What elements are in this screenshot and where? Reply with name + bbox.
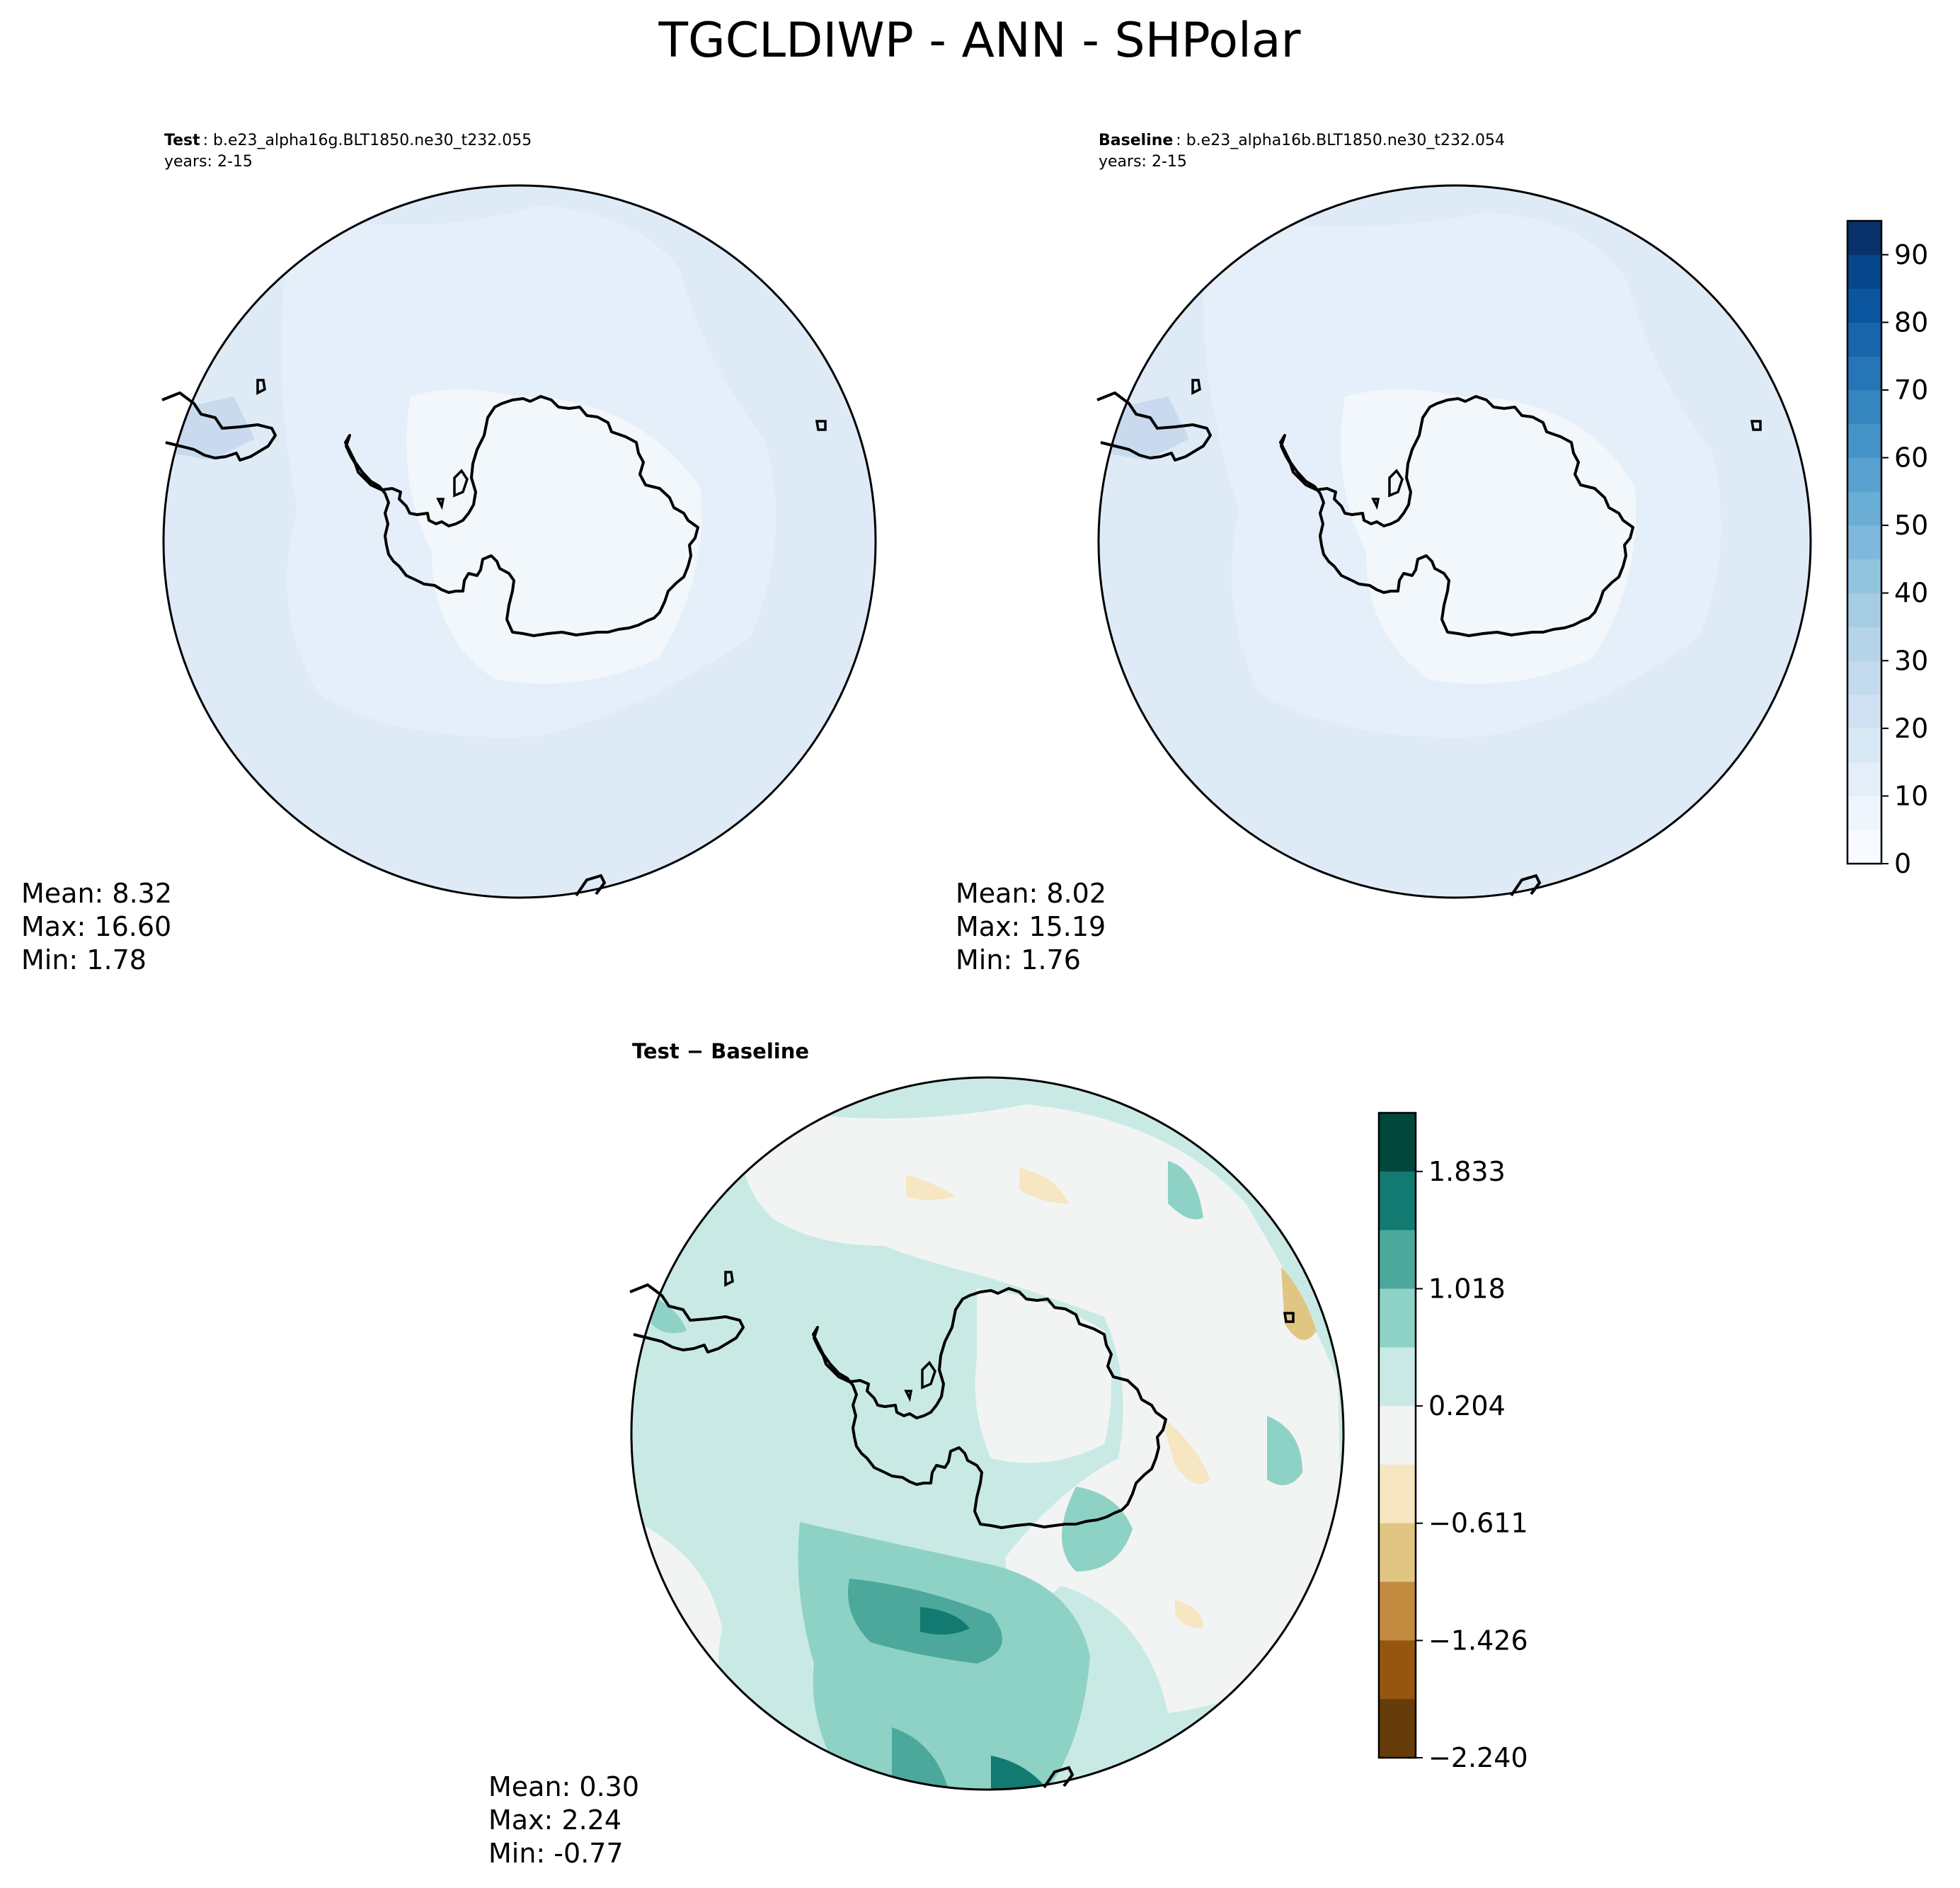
main-colorbar-frame	[1846, 219, 1883, 865]
diff-colorbar-segment	[1379, 1581, 1416, 1641]
diff-colorbar-segment	[1379, 1699, 1416, 1758]
baseline-mean: Mean: 8.02	[956, 878, 1106, 909]
baseline-header: Baseline: b.e23_alpha16b.BLT1850.ne30_t2…	[1099, 132, 1505, 149]
diff-colorbar-segment	[1379, 1523, 1416, 1583]
main-colorbar-tick-label: 90	[1894, 239, 1928, 270]
main-colorbar-segment	[1847, 423, 1881, 459]
test-header: Test: b.e23_alpha16g.BLT1850.ne30_t232.0…	[164, 132, 532, 149]
diff-colorbar-segment	[1379, 1347, 1416, 1407]
main-colorbar-tick-label: 20	[1894, 713, 1928, 744]
main-colorbar-segment	[1847, 762, 1881, 796]
main-colorbar-segment	[1847, 694, 1881, 729]
baseline-years: years: 2-15	[1099, 153, 1187, 171]
main-colorbar-tick-label: 80	[1894, 307, 1928, 338]
diff-colorbar-segment	[1379, 1464, 1416, 1524]
main-colorbar: 0 10 20 30 40 50 60 70 80 90	[1846, 219, 1928, 879]
main-colorbar-segment	[1847, 322, 1881, 357]
test-case-name: : b.e23_alpha16g.BLT1850.ne30_t232.055	[203, 132, 532, 149]
main-colorbar-segment	[1847, 559, 1881, 594]
test-max: Max: 16.60	[21, 911, 171, 942]
test-years: years: 2-15	[164, 153, 253, 171]
test-panel: Test: b.e23_alpha16g.BLT1850.ne30_t232.0…	[21, 132, 877, 976]
diff-colorbar: 1.833 1.018 0.204 −0.611 −1.426 −2.240	[1377, 1111, 1528, 1773]
main-colorbar-segment	[1847, 457, 1881, 492]
main-colorbar-segment	[1847, 288, 1881, 323]
diff-colorbar-segment	[1379, 1406, 1416, 1465]
baseline-max: Max: 15.19	[956, 911, 1106, 942]
diff-min: Min: -0.77	[488, 1838, 624, 1869]
main-colorbar-segment	[1847, 356, 1881, 391]
diff-colorbar-segment	[1379, 1640, 1416, 1700]
test-mean: Mean: 8.32	[21, 878, 172, 909]
diff-max: Max: 2.24	[488, 1804, 621, 1836]
main-colorbar-segment	[1847, 627, 1881, 661]
main-colorbar-tick-label: 70	[1894, 374, 1928, 406]
test-map-boundary	[162, 184, 877, 899]
diff-colorbar-segment	[1379, 1113, 1416, 1172]
diff-map-field	[631, 1077, 1343, 1790]
diff-colorbar-tick-label: 1.018	[1428, 1273, 1506, 1304]
baseline-map-field	[1099, 185, 1811, 898]
main-colorbar-tick-label: 40	[1894, 578, 1928, 609]
diff-colorbar-segment	[1379, 1288, 1416, 1348]
main-colorbar-segment	[1847, 525, 1881, 560]
baseline-label: Baseline	[1099, 132, 1173, 149]
main-colorbar-segment	[1847, 660, 1881, 695]
diff-colorbar-tick-label: −2.240	[1428, 1742, 1528, 1773]
diff-colorbar-tick-label: −0.611	[1428, 1508, 1528, 1539]
main-colorbar-tick-label: 30	[1894, 645, 1928, 676]
baseline-panel: Baseline: b.e23_alpha16b.BLT1850.ne30_t2…	[956, 132, 1812, 976]
diff-colorbar-segment	[1379, 1171, 1416, 1231]
test-min: Min: 1.78	[21, 944, 147, 976]
baseline-case-name: : b.e23_alpha16b.BLT1850.ne30_t232.054	[1176, 132, 1505, 149]
main-colorbar-segment	[1847, 389, 1881, 425]
main-colorbar-segment	[1847, 796, 1881, 830]
main-colorbar-segment	[1847, 728, 1881, 763]
main-colorbar-segment	[1847, 254, 1881, 290]
main-colorbar-tick-label: 60	[1894, 442, 1928, 474]
diff-colorbar-tick-label: −1.426	[1428, 1625, 1528, 1656]
baseline-min: Min: 1.76	[956, 944, 1081, 976]
diff-colorbar-frame	[1377, 1111, 1417, 1759]
diff-panel: Test − Baseline	[488, 1039, 1345, 1869]
figure-title: TGCLDIWP - ANN - SHPolar	[658, 13, 1300, 69]
diff-title: Test − Baseline	[632, 1039, 809, 1063]
test-map-field	[164, 185, 876, 898]
main-colorbar-tick-label: 0	[1894, 848, 1911, 879]
diff-map-boundary	[630, 1076, 1345, 1791]
main-colorbar-segment	[1847, 830, 1881, 864]
diff-colorbar-tick-label: 0.204	[1428, 1390, 1506, 1421]
main-colorbar-segment	[1847, 491, 1881, 526]
baseline-map-boundary	[1097, 184, 1812, 899]
main-colorbar-tick-label: 50	[1894, 510, 1928, 541]
test-label: Test	[164, 132, 200, 149]
main-colorbar-segment	[1847, 221, 1881, 256]
diff-colorbar-tick-label: 1.833	[1428, 1156, 1506, 1187]
diff-mean: Mean: 0.30	[488, 1771, 639, 1802]
main-colorbar-tick-label: 10	[1894, 780, 1928, 811]
main-colorbar-segment	[1847, 593, 1881, 627]
diff-colorbar-segment	[1379, 1230, 1416, 1289]
